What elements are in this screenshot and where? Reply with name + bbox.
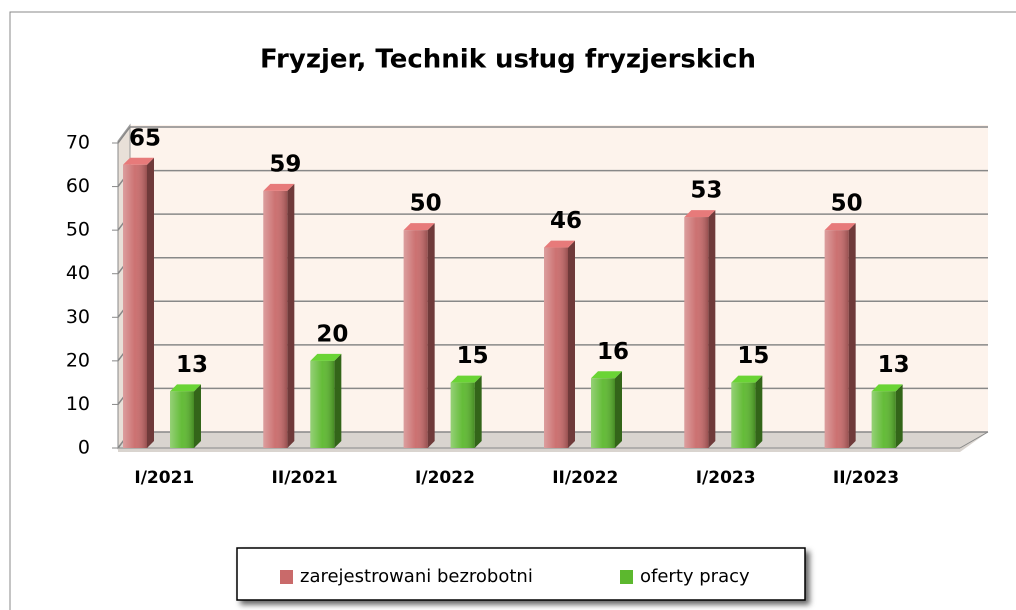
data-label: 16: [597, 339, 629, 365]
bar-shine: [591, 378, 615, 448]
bar-group: [824, 223, 856, 448]
bar-side: [147, 157, 154, 449]
bar-group: [450, 375, 482, 448]
x-axis-depth: [959, 431, 989, 449]
bar-side: [287, 183, 295, 448]
bar-group: [591, 371, 622, 448]
bar-top: [170, 384, 201, 392]
bar-top: [731, 375, 763, 383]
bar-side: [427, 223, 435, 448]
data-label: 13: [176, 352, 208, 378]
bar-shine: [824, 230, 849, 448]
data-label: 65: [129, 125, 161, 151]
y-tick-label: 70: [66, 132, 90, 154]
bar-shine: [263, 190, 288, 448]
legend-box: [236, 547, 806, 601]
bar-group: [684, 210, 716, 448]
legend-swatch: [280, 570, 293, 584]
legend: zarejestrowani bezrobotni oferty pracy: [236, 547, 806, 601]
x-tick-label: II/2021: [272, 468, 338, 488]
bar-top: [871, 384, 903, 392]
bar-shine: [684, 217, 709, 448]
data-label: 50: [831, 191, 863, 217]
y-tick-label: 60: [66, 175, 90, 197]
x-tick-label: I/2022: [415, 468, 475, 488]
chart-title: Fryzjer, Technik usług fryzjerskich: [260, 45, 756, 75]
data-label: 53: [690, 178, 722, 204]
data-label: 15: [457, 343, 489, 369]
bar-top: [263, 183, 295, 191]
bar-top: [310, 353, 342, 361]
data-label: 13: [878, 352, 910, 378]
bar-side: [568, 240, 575, 448]
x-tick-label: II/2023: [833, 468, 899, 488]
data-label: 50: [410, 191, 442, 217]
y-tick-label: 20: [66, 349, 90, 371]
bar-top: [403, 223, 435, 231]
bar-side: [755, 375, 763, 448]
bar-group: [123, 157, 154, 449]
data-label: 15: [737, 343, 769, 369]
bar-group: [731, 375, 763, 448]
bar-group: [170, 384, 201, 448]
bar-side: [895, 384, 903, 448]
bar-side: [334, 353, 342, 448]
data-label: 20: [316, 321, 348, 347]
data-label: 59: [269, 151, 301, 177]
chart-border: [9, 11, 1016, 610]
bar-group: [544, 240, 575, 448]
y-tick-label: 10: [66, 393, 90, 415]
bar-top: [684, 210, 716, 218]
x-tick-label: I/2021: [134, 468, 194, 488]
bar-top: [123, 157, 154, 165]
bar-side: [474, 375, 482, 448]
bar-group: [310, 353, 342, 448]
grid-line-side: [117, 126, 131, 144]
bar-side: [708, 210, 716, 448]
bar-side: [615, 371, 622, 448]
legend-label: zarejestrowani bezrobotni: [300, 566, 533, 587]
data-label: 46: [550, 208, 582, 234]
bar-side: [848, 223, 856, 448]
bar-shine: [123, 164, 147, 449]
bar-top: [544, 240, 575, 248]
bar-shine: [544, 247, 568, 448]
y-tick-label: 40: [66, 262, 90, 284]
bar-shine: [170, 391, 194, 448]
x-tick-label: II/2022: [552, 468, 618, 488]
bar-group: [871, 384, 903, 448]
bar-top: [450, 375, 482, 383]
bar-group: [403, 223, 435, 448]
bar-group: [263, 183, 295, 448]
y-tick-label: 0: [78, 437, 90, 459]
legend-swatch: [620, 570, 633, 584]
legend-label: oferty pracy: [640, 566, 750, 587]
bar-shine: [871, 391, 896, 448]
bar-shine: [403, 230, 428, 448]
x-tick-label: I/2023: [696, 468, 756, 488]
bar-shine: [731, 382, 756, 448]
y-tick-label: 30: [66, 306, 90, 328]
bar-shine: [450, 382, 475, 448]
bar-top: [591, 371, 622, 379]
bar-shine: [310, 360, 335, 448]
bar-top: [824, 223, 856, 231]
y-tick-label: 50: [66, 219, 90, 241]
bar-side: [194, 384, 201, 448]
